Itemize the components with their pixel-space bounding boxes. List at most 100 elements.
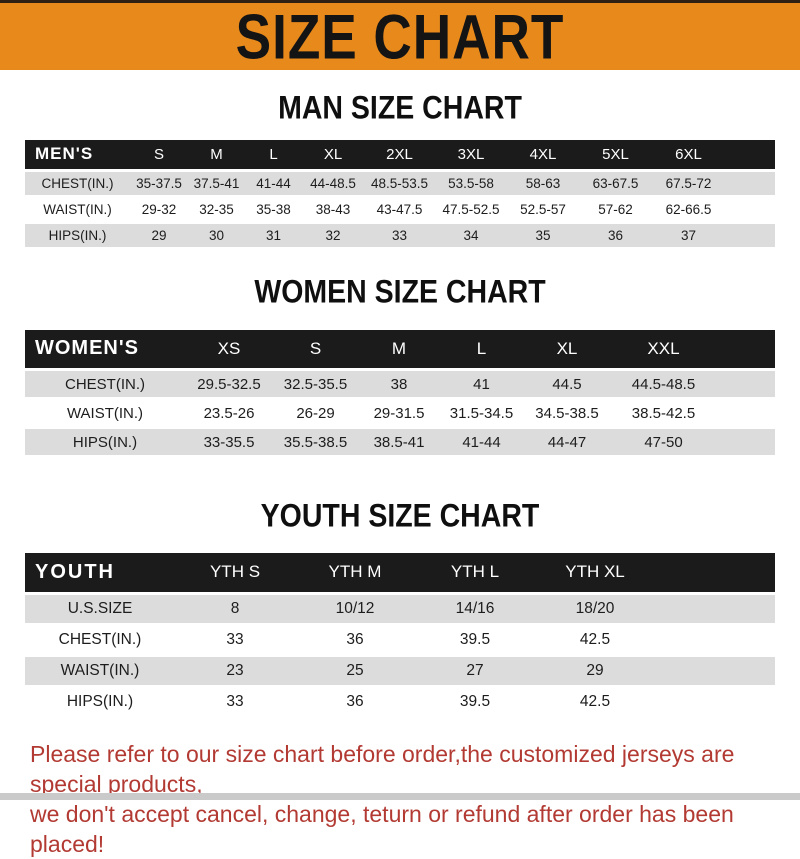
size-value-cell: 41-44 xyxy=(440,427,523,458)
column-header: XS xyxy=(185,329,273,371)
table-header-label: YOUTH xyxy=(25,553,175,595)
size-value-cell: 39.5 xyxy=(415,624,535,657)
size-value-cell: 23.5-26 xyxy=(185,398,273,429)
disclaimer-line2: we don't accept cancel, change, teturn o… xyxy=(30,800,734,857)
section-title-man: MAN SIZE CHART xyxy=(278,90,522,127)
size-value-cell: 44.5-48.5 xyxy=(611,369,716,400)
header-spacer xyxy=(716,329,775,371)
size-value-cell: 32 xyxy=(302,222,364,250)
row-label: CHEST(IN.) xyxy=(25,369,185,400)
size-value-cell: 29 xyxy=(130,222,188,250)
size-value-cell: 33 xyxy=(364,222,435,250)
size-value-cell: 37 xyxy=(652,222,725,250)
disclaimer-line1: Please refer to our size chart before or… xyxy=(30,740,735,797)
size-value-cell: 38 xyxy=(358,369,440,400)
row-spacer xyxy=(655,624,775,657)
table-row: WAIST(IN.) 29-32 32-35 35-38 38-43 43-47.5 47.… xyxy=(25,196,775,224)
size-value-cell: 35.5-38.5 xyxy=(273,427,358,458)
row-spacer xyxy=(655,686,775,719)
size-value-cell: 39.5 xyxy=(415,686,535,719)
column-header: L xyxy=(440,329,523,371)
column-header: L xyxy=(245,140,302,172)
table-row: HIPS(IN.) 33-35.5 35.5-38.5 38.5-41 41-44 44-… xyxy=(25,427,775,458)
size-value-cell: 38.5-41 xyxy=(358,427,440,458)
size-value-cell: 33-35.5 xyxy=(185,427,273,458)
size-value-cell: 36 xyxy=(579,222,652,250)
size-value-cell: 32.5-35.5 xyxy=(273,369,358,400)
column-header: 5XL xyxy=(579,140,652,172)
size-value-cell: 29 xyxy=(535,655,655,688)
size-value-cell: 31.5-34.5 xyxy=(440,398,523,429)
size-value-cell: 31 xyxy=(245,222,302,250)
size-value-cell: 44-47 xyxy=(523,427,611,458)
row-spacer xyxy=(725,196,775,224)
size-value-cell: 35-37.5 xyxy=(130,170,188,198)
size-value-cell: 29.5-32.5 xyxy=(185,369,273,400)
column-header: M xyxy=(358,329,440,371)
size-value-cell: 33 xyxy=(175,624,295,657)
size-value-cell: 18/20 xyxy=(535,593,655,626)
column-header: XL xyxy=(523,329,611,371)
size-value-cell: 36 xyxy=(295,686,415,719)
table-row: U.S.SIZE 8 10/12 14/16 18/20 xyxy=(25,593,775,626)
size-value-cell: 44.5 xyxy=(523,369,611,400)
size-value-cell: 29-32 xyxy=(130,196,188,224)
table-header-label: MEN'S xyxy=(25,140,130,172)
header-spacer xyxy=(655,553,775,595)
row-label: HIPS(IN.) xyxy=(25,427,185,458)
row-label: WAIST(IN.) xyxy=(25,398,185,429)
size-value-cell: 48.5-53.5 xyxy=(364,170,435,198)
row-spacer xyxy=(725,222,775,250)
size-value-cell: 27 xyxy=(415,655,535,688)
size-value-cell: 37.5-41 xyxy=(188,170,245,198)
size-value-cell: 25 xyxy=(295,655,415,688)
row-spacer xyxy=(716,369,775,400)
size-value-cell: 43-47.5 xyxy=(364,196,435,224)
row-spacer xyxy=(655,655,775,688)
size-value-cell: 41 xyxy=(440,369,523,400)
column-header: YTH XL xyxy=(535,553,655,595)
men-size-table: MEN'S S M L XL 2XL 3XL 4XL 5XL 6XL CHEST(IN.) 35-37… xyxy=(25,140,775,250)
column-header: YTH M xyxy=(295,553,415,595)
size-value-cell: 38.5-42.5 xyxy=(611,398,716,429)
column-header: YTH S xyxy=(175,553,295,595)
column-header: 6XL xyxy=(652,140,725,172)
size-value-cell: 47-50 xyxy=(611,427,716,458)
row-spacer xyxy=(655,593,775,626)
size-value-cell: 57-62 xyxy=(579,196,652,224)
row-label: HIPS(IN.) xyxy=(25,222,130,250)
row-label: WAIST(IN.) xyxy=(25,655,175,688)
table-row: HIPS(IN.) 29 30 31 32 33 34 35 36 37 xyxy=(25,222,775,250)
size-value-cell: 35 xyxy=(507,222,579,250)
column-header: 2XL xyxy=(364,140,435,172)
women-size-table: WOMEN'S XS S M L XL XXL CHEST(IN.) 29.5-32.5 32.5… xyxy=(25,329,775,458)
column-header: S xyxy=(130,140,188,172)
row-spacer xyxy=(725,170,775,198)
header-spacer xyxy=(725,140,775,172)
column-header: YTH L xyxy=(415,553,535,595)
size-value-cell: 34 xyxy=(435,222,507,250)
size-value-cell: 35-38 xyxy=(245,196,302,224)
size-value-cell: 29-31.5 xyxy=(358,398,440,429)
size-value-cell: 32-35 xyxy=(188,196,245,224)
table-row: CHEST(IN.) 33 36 39.5 42.5 xyxy=(25,624,775,657)
size-value-cell: 36 xyxy=(295,624,415,657)
size-value-cell: 63-67.5 xyxy=(579,170,652,198)
size-value-cell: 34.5-38.5 xyxy=(523,398,611,429)
size-value-cell: 14/16 xyxy=(415,593,535,626)
size-value-cell: 47.5-52.5 xyxy=(435,196,507,224)
row-label: HIPS(IN.) xyxy=(25,686,175,719)
column-header: S xyxy=(273,329,358,371)
table-row: WAIST(IN.) 23.5-26 26-29 29-31.5 31.5-34.5 34… xyxy=(25,398,775,429)
size-value-cell: 58-63 xyxy=(507,170,579,198)
table-row: WAIST(IN.) 23 25 27 29 xyxy=(25,655,775,688)
size-value-cell: 26-29 xyxy=(273,398,358,429)
size-value-cell: 53.5-58 xyxy=(435,170,507,198)
size-value-cell: 23 xyxy=(175,655,295,688)
row-label: U.S.SIZE xyxy=(25,593,175,626)
table-header-label: WOMEN'S xyxy=(25,329,185,371)
column-header: XL xyxy=(302,140,364,172)
youth-size-table: YOUTH YTH S YTH M YTH L YTH XL U.S.SIZE 8 10/12… xyxy=(25,553,775,719)
row-spacer xyxy=(716,427,775,458)
size-value-cell: 38-43 xyxy=(302,196,364,224)
